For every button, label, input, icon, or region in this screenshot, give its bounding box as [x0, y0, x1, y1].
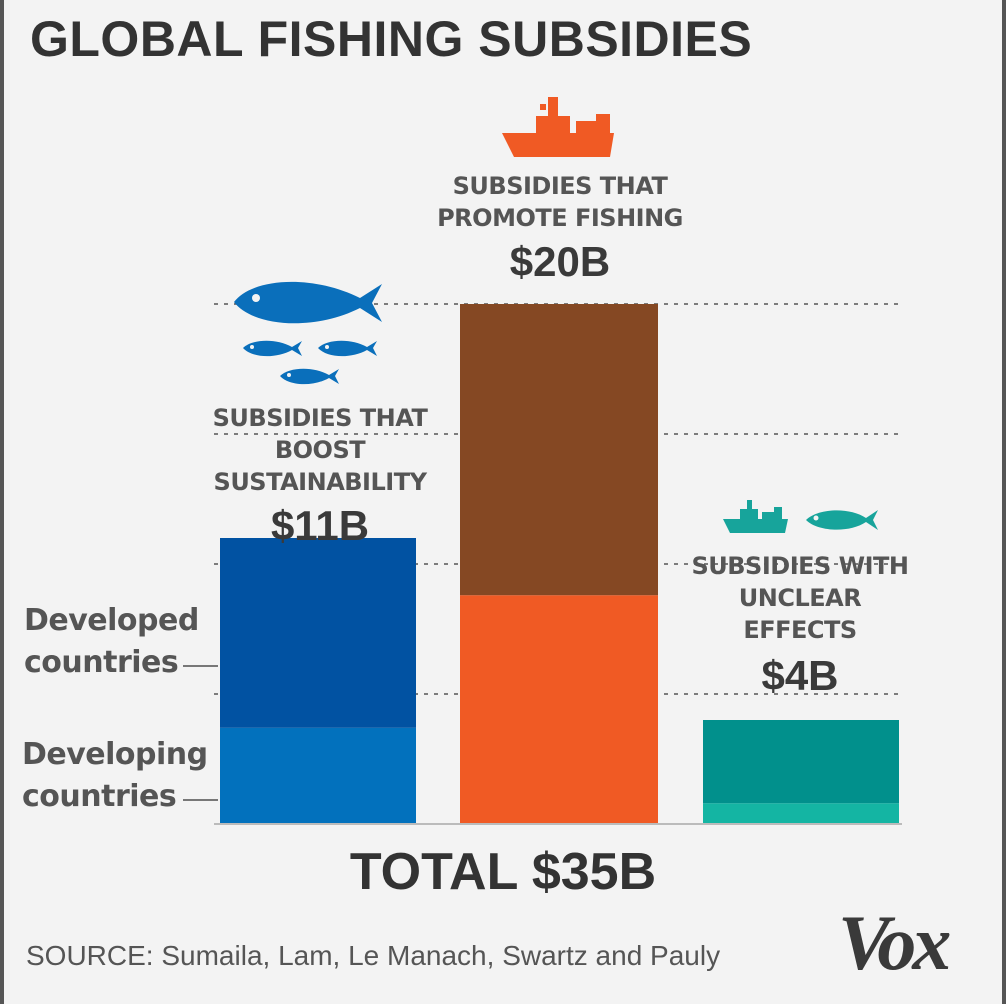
bar-0-developing	[220, 727, 416, 824]
bar-1-developed	[460, 304, 658, 596]
total-label: TOTAL $35B	[349, 843, 657, 901]
fishing-ship-icon	[502, 97, 614, 157]
bar-2-developing	[703, 803, 899, 824]
legend-developed: Developed countries	[24, 603, 199, 680]
category-value-promote: $20B	[509, 238, 611, 285]
page-title: GLOBAL FISHING SUBSIDIES	[30, 11, 753, 67]
legend-developing: Developing countries	[22, 737, 208, 814]
vox-logo: Vox	[838, 899, 951, 986]
ship-and-fish-icon	[723, 500, 878, 533]
category-label-promote: SUBSIDIES THAT PROMOTE FISHING	[437, 172, 683, 232]
bars	[220, 304, 899, 824]
bar-1-developing	[460, 595, 658, 824]
category-label-sustainability: SUBSIDIES THAT BOOST SUSTAINABILITY	[212, 404, 428, 496]
source-note: SOURCE: Sumaila, Lam, Le Manach, Swartz …	[26, 940, 721, 971]
fish-school-icon	[234, 281, 382, 385]
category-value-unclear: $4B	[761, 652, 839, 699]
bar-2-developed	[703, 720, 899, 804]
category-value-sustainability: $11B	[270, 502, 370, 549]
bar-0-developed	[220, 538, 416, 728]
category-label-unclear: SUBSIDIES WITH UNCLEAR EFFECTS	[691, 552, 909, 644]
